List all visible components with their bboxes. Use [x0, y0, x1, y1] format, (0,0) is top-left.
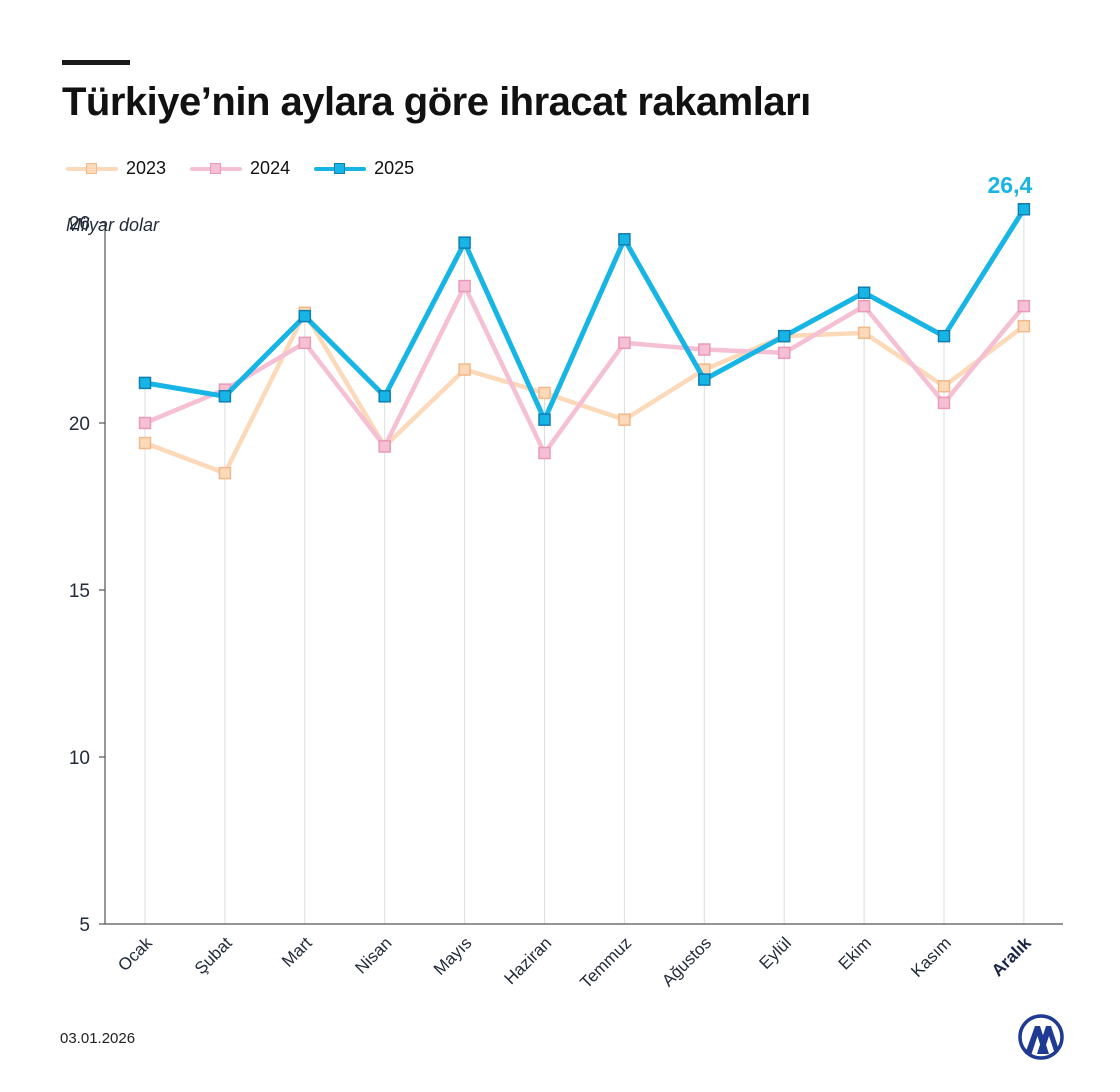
point-2024-Nisan: [378, 440, 391, 453]
point-2023-Şubat: [218, 466, 232, 480]
point-2024-Haziran: [538, 446, 551, 460]
point-2025-Mayıs: [458, 236, 471, 249]
x-tick-label-10: Kasım: [907, 933, 955, 981]
point-2025-Aralık: [1017, 202, 1031, 216]
point-2024-Eylül: [777, 346, 791, 360]
x-tick-label-4: Mayıs: [430, 933, 475, 978]
point-2025-Ağustos: [698, 373, 711, 386]
y-tick-label-20: 20: [69, 414, 90, 435]
x-tick-label-2: Mart: [278, 933, 316, 971]
y-tick-label-5: 5: [79, 915, 90, 936]
point-2025-Eylül: [777, 329, 791, 343]
x-tick-label-1: Şubat: [191, 933, 236, 978]
legend-item-2025: 2025: [314, 158, 414, 179]
chart-title: Türkiye’nin aylara göre ihracat rakamlar…: [62, 80, 811, 124]
y-tick-label-26: 26: [69, 214, 90, 235]
y-axis-label: Milyar dolar: [66, 215, 160, 235]
legend-item-2023: 2023: [66, 158, 166, 179]
point-2024-Mart: [298, 336, 312, 350]
point-2025-Kasım: [937, 329, 951, 343]
point-2023-Haziran: [538, 386, 551, 400]
point-2025-Nisan: [378, 390, 391, 403]
point-2023-Ekim: [857, 326, 871, 340]
data-label-2025-Aralık: 26,4: [988, 172, 1033, 198]
legend-swatch-2024: [190, 159, 243, 179]
point-2025-Ocak: [138, 376, 152, 390]
point-2024-Kasım: [937, 396, 951, 410]
point-2024-Ağustos: [698, 343, 711, 356]
x-tick-label-5: Haziran: [500, 933, 555, 988]
x-tick-label-11: Aralık: [988, 933, 1035, 980]
series-line-2025: [142, 206, 1027, 423]
x-tick-label-6: Temmuz: [576, 933, 635, 992]
aa-logo-icon: [1018, 1014, 1064, 1060]
point-2025-Şubat: [218, 390, 232, 403]
legend-label-2025: 2025: [374, 158, 415, 178]
chart-legend: 2023 2024 2025: [66, 158, 414, 179]
point-2024-Ekim: [857, 299, 871, 313]
series-line-2023: [142, 310, 1027, 476]
point-2023-Kasım: [937, 380, 951, 393]
point-2024-Mayıs: [458, 279, 471, 293]
x-tick-label-9: Ekim: [835, 933, 875, 973]
x-tick-label-0: Ocak: [114, 933, 156, 975]
point-2023-Mayıs: [458, 363, 471, 376]
legend-swatch-2025: [314, 159, 367, 179]
title-accent-bar: [62, 60, 130, 65]
point-2023-Aralık: [1017, 319, 1031, 333]
point-2024-Aralık: [1017, 299, 1031, 313]
x-tick-label-8: Eylül: [756, 933, 795, 972]
point-2025-Temmuz: [618, 233, 631, 246]
point-2023-Temmuz: [618, 413, 631, 426]
point-2023-Ocak: [138, 436, 152, 450]
point-2025-Haziran: [538, 413, 551, 426]
publication-date: 03.01.2026: [60, 1030, 136, 1047]
point-2024-Ocak: [138, 416, 152, 430]
x-tick-label-7: Ağustos: [658, 933, 715, 990]
y-tick-label-15: 15: [69, 581, 90, 602]
legend-item-2024: 2024: [190, 158, 290, 179]
point-2024-Temmuz: [618, 336, 631, 350]
series-line-2024: [142, 283, 1027, 456]
point-2025-Mart: [298, 309, 312, 323]
legend-label-2024: 2024: [250, 158, 291, 178]
point-2025-Ekim: [857, 286, 871, 299]
legend-label-2023: 2023: [126, 158, 167, 178]
x-tick-label-3: Nisan: [351, 933, 395, 977]
y-tick-label-10: 10: [69, 748, 90, 769]
legend-swatch-2023: [66, 159, 118, 179]
